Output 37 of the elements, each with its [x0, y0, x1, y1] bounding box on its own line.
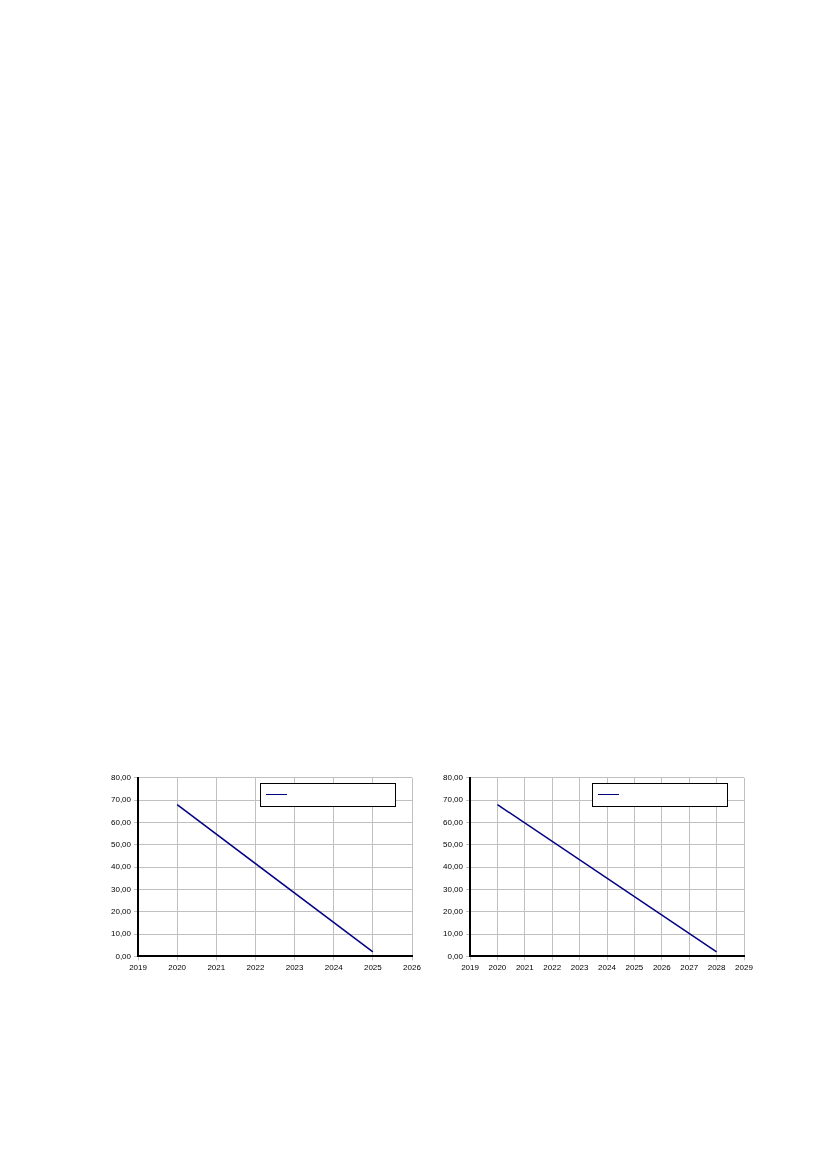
x-tick-label: 2024	[598, 963, 617, 973]
x-tick-label: 2022	[543, 963, 562, 973]
y-tick-label: 50,00	[442, 839, 464, 849]
y-tick-label: 20,00	[442, 906, 464, 916]
x-tick-label: 2023	[570, 963, 590, 973]
y-tick-label: 80,00	[442, 773, 464, 782]
x-tick-label: 2021	[515, 963, 535, 973]
y-tick-label: 0,00	[447, 951, 464, 961]
x-tick-label: 2025	[625, 963, 644, 973]
x-tick-label: 2029	[735, 963, 754, 973]
x-tick-label: 2023	[285, 963, 305, 973]
x-tick-label: 2025	[363, 963, 383, 973]
y-tick-label: 30,00	[442, 884, 464, 894]
x-tick-label: 2020	[488, 963, 507, 973]
x-tick-label: 2027	[680, 963, 699, 973]
y-tick-label: 40,00	[442, 862, 464, 872]
y-tick-label: 0,00	[115, 951, 132, 961]
x-tick-label: 2022	[246, 963, 265, 973]
x-tick-label: 2021	[207, 963, 226, 973]
x-tick-label: 2019	[461, 963, 480, 973]
x-tick-label: 2020	[168, 963, 187, 973]
y-tick-label: 10,00	[442, 929, 464, 939]
x-tick-label: 2024	[324, 963, 344, 973]
y-tick-label: 70,00	[110, 795, 132, 805]
y-tick-label: 10,00	[110, 929, 132, 939]
y-tick-label: 30,00	[110, 884, 132, 894]
y-tick-label: 70,00	[442, 795, 464, 805]
y-tick-label: 50,00	[110, 839, 132, 849]
x-tick-label: 2019	[129, 963, 148, 973]
y-tick-label: 60,00	[442, 817, 464, 827]
y-tick-label: 40,00	[110, 862, 132, 872]
x-tick-label: 2028	[707, 963, 727, 973]
y-tick-label: 60,00	[110, 817, 132, 827]
y-tick-label: 80,00	[110, 773, 132, 782]
x-tick-label: 2026	[652, 963, 672, 973]
x-tick-label: 2026	[403, 963, 422, 973]
y-tick-label: 20,00	[110, 906, 132, 916]
